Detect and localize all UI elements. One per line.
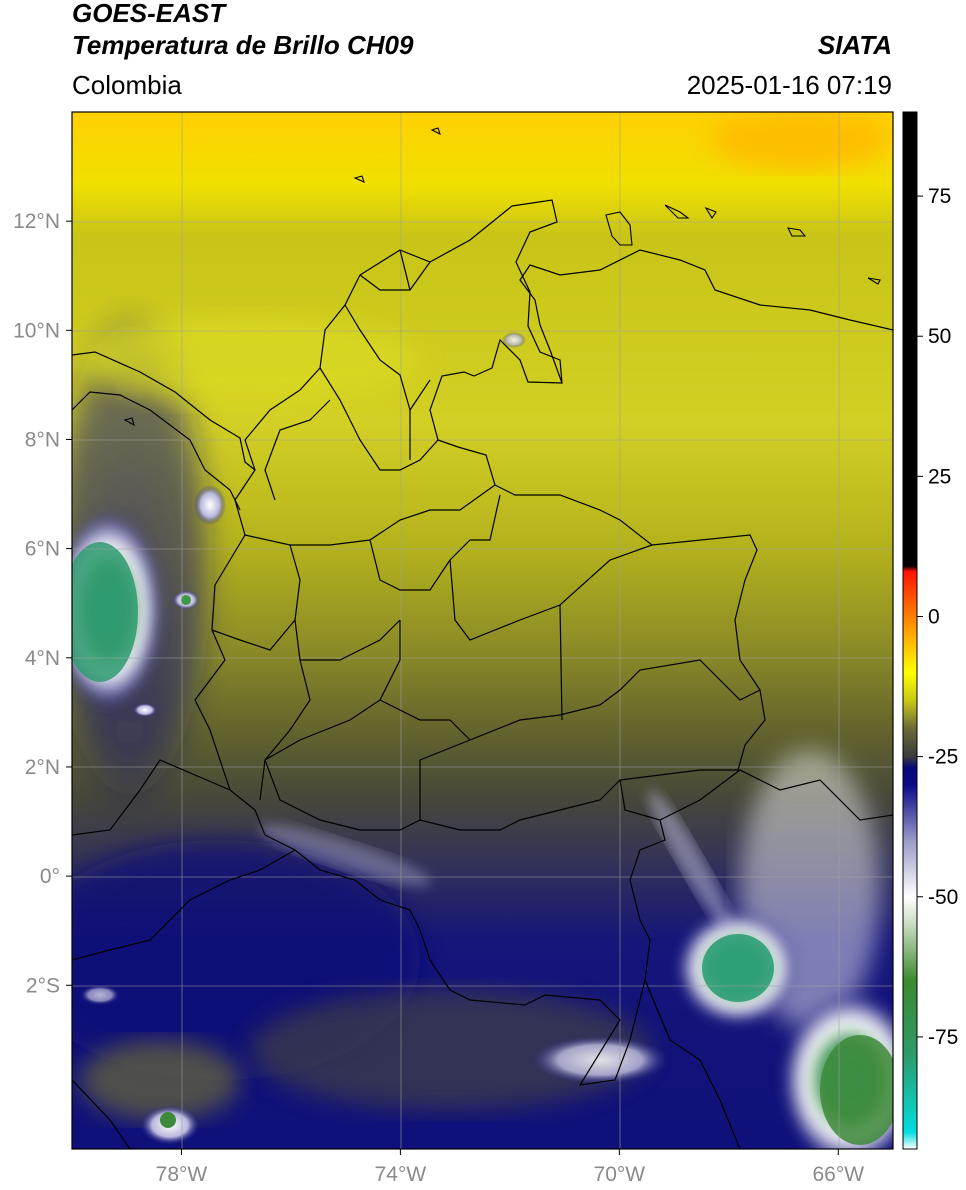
lon-tick-label: 70°W — [594, 1163, 646, 1186]
lon-tick-label: 74°W — [375, 1163, 427, 1186]
islands — [123, 127, 881, 427]
lat-tick-label: 10°N — [13, 319, 60, 342]
colorbar-tick-label: -75 — [928, 1026, 958, 1049]
lat-tick-label: 4°N — [25, 647, 60, 670]
map-frame — [71, 111, 894, 1150]
graticule — [72, 112, 893, 1149]
lat-tick-label: 12°N — [13, 210, 60, 233]
country-borders — [72, 199, 893, 1149]
colorbar-tick-label: -25 — [928, 746, 958, 769]
product-title: Temperatura de Brillo CH09 — [72, 30, 414, 60]
lon-tick-label: 78°W — [156, 1163, 208, 1186]
brand-label: SIATA — [817, 30, 892, 60]
region-label: Colombia — [72, 70, 182, 100]
colorbar-tick-label: 0 — [928, 605, 940, 628]
satellite-title: GOES-EAST — [72, 0, 226, 28]
timestamp-label: 2025-01-16 07:19 — [686, 70, 892, 100]
longitude-ticks: 78°W 74°W 70°W 66°W — [156, 1149, 864, 1186]
colorbar: 75 50 25 0 -25 -50 -75 — [902, 111, 958, 1150]
satellite-imagery — [72, 112, 893, 1149]
colorbar-tick-label: 25 — [928, 465, 951, 488]
lat-tick-label: 0° — [40, 865, 60, 888]
colorbar-tick-label: 75 — [928, 185, 951, 208]
lat-tick-label: 6°N — [25, 538, 60, 561]
lat-tick-label: 2°S — [26, 974, 60, 997]
lat-tick-label: 2°N — [25, 756, 60, 779]
colorbar-tick-label: -50 — [928, 886, 958, 909]
lon-tick-label: 66°W — [812, 1163, 864, 1186]
lat-tick-label: 8°N — [25, 428, 60, 451]
latitude-ticks: 12°N 10°N 8°N 6°N 4°N 2°N 0° 2°S — [13, 210, 72, 997]
colorbar-tick-label: 50 — [928, 325, 951, 348]
